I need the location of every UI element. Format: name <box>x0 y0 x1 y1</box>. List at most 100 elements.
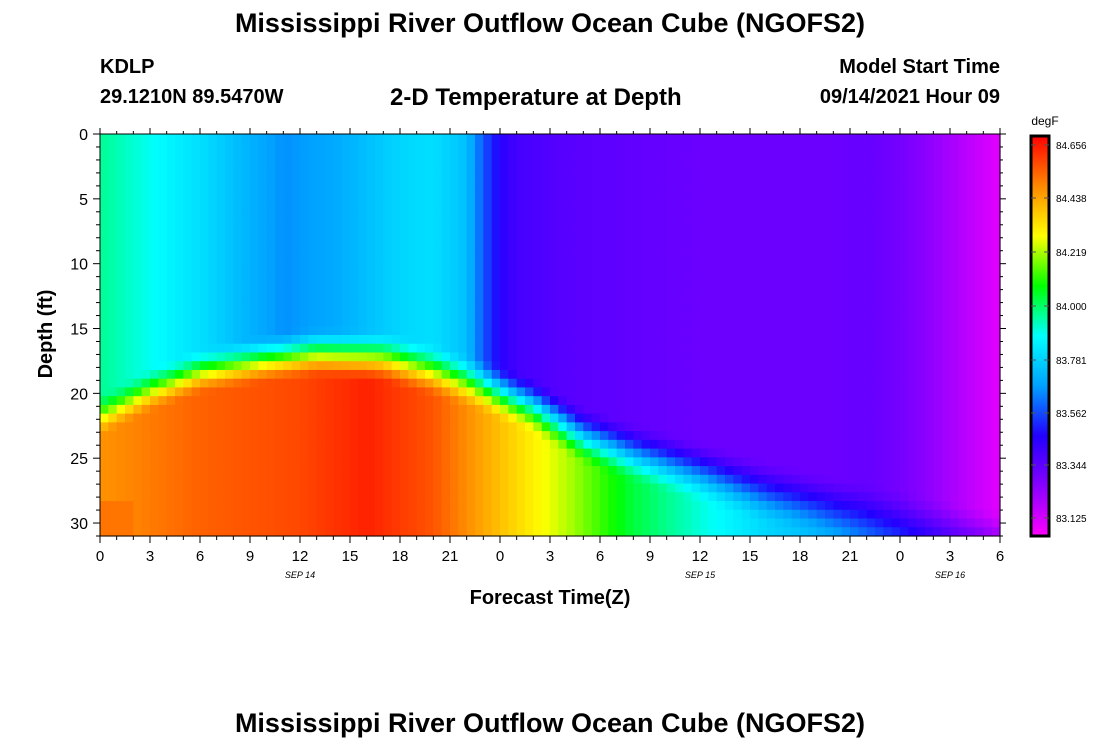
heatmap-cell <box>733 203 743 214</box>
heatmap-cell <box>375 238 384 249</box>
heatmap-cell <box>875 466 884 476</box>
heatmap-cell <box>983 308 993 319</box>
heatmap-cell <box>708 439 718 450</box>
heatmap-cell <box>708 326 718 336</box>
heatmap-cell <box>725 160 734 170</box>
heatmap-cell <box>183 361 193 371</box>
heatmap-cell <box>300 177 309 188</box>
heatmap-cell <box>633 404 643 415</box>
heatmap-cell <box>391 378 401 389</box>
heatmap-cell <box>266 317 276 327</box>
heatmap-cell <box>966 483 976 493</box>
heatmap-cell <box>783 387 793 397</box>
heatmap-cell <box>975 265 984 275</box>
heatmap-cell <box>391 431 401 441</box>
heatmap-cell <box>616 422 626 432</box>
heatmap-cell <box>916 256 926 266</box>
heatmap-cell <box>316 518 326 528</box>
heatmap-cell <box>575 160 584 170</box>
heatmap-cell <box>200 282 209 292</box>
heatmap-cell <box>800 186 809 196</box>
heatmap-cell <box>408 265 418 275</box>
heatmap-cell <box>233 396 243 406</box>
heatmap-cell <box>891 238 901 249</box>
heatmap-cell <box>191 300 201 310</box>
heatmap-cell <box>300 326 309 336</box>
heatmap-cell <box>650 501 659 511</box>
heatmap-cell <box>133 177 143 188</box>
heatmap-cell <box>983 273 993 284</box>
heatmap-cell <box>116 457 126 467</box>
heatmap-cell <box>833 265 843 275</box>
heatmap-cell <box>258 291 268 301</box>
heatmap-cell <box>900 308 909 319</box>
heatmap-cell <box>250 439 259 450</box>
heatmap-cell <box>525 457 534 467</box>
heatmap-cell <box>391 273 401 284</box>
heatmap-cell <box>950 238 959 249</box>
heatmap-cell <box>500 265 509 275</box>
heatmap-cell <box>916 142 926 153</box>
heatmap-cell <box>850 361 859 371</box>
heatmap-cell <box>400 134 409 144</box>
heatmap-cell <box>533 291 543 301</box>
heatmap-cell <box>758 221 768 231</box>
heatmap-cell <box>466 439 476 450</box>
heatmap-cell <box>925 404 934 415</box>
heatmap-cell <box>366 335 376 345</box>
heatmap-cell <box>950 396 959 406</box>
heatmap-cell <box>833 256 843 266</box>
heatmap-cell <box>741 457 751 467</box>
heatmap-cell <box>816 265 826 275</box>
heatmap-cell <box>275 483 284 493</box>
heatmap-cell <box>533 203 543 214</box>
heatmap-cell <box>733 177 743 188</box>
heatmap-cell <box>666 230 676 240</box>
heatmap-cell <box>383 221 393 231</box>
heatmap-cell <box>158 466 168 476</box>
heatmap-cell <box>175 300 184 310</box>
heatmap-cell <box>866 195 876 205</box>
heatmap-cell <box>758 238 768 249</box>
heatmap-cell <box>408 466 418 476</box>
heatmap-cell <box>275 265 284 275</box>
heatmap-cell <box>141 518 151 528</box>
heatmap-cell <box>475 134 484 144</box>
heatmap-cell <box>491 361 501 371</box>
heatmap-cell <box>900 466 909 476</box>
heatmap-cell <box>233 352 243 362</box>
heatmap-cell <box>741 501 751 511</box>
heatmap-cell <box>466 492 476 502</box>
heatmap-cell <box>233 238 243 249</box>
heatmap-cell <box>100 387 109 397</box>
heatmap-cell <box>733 186 743 196</box>
heatmap-cell <box>683 134 693 144</box>
heatmap-cell <box>433 378 443 389</box>
heatmap-cell <box>325 457 334 467</box>
heatmap-cell <box>316 448 326 458</box>
heatmap-cell <box>408 212 418 222</box>
heatmap-cell <box>608 195 618 205</box>
heatmap-cell <box>200 413 209 423</box>
heatmap-cell <box>783 291 793 301</box>
heatmap-cell <box>475 509 484 520</box>
heatmap-cell <box>416 203 426 214</box>
heatmap-cell <box>350 387 359 397</box>
heatmap-cell <box>175 186 184 196</box>
heatmap-cell <box>866 160 876 170</box>
heatmap-cell <box>775 256 784 266</box>
heatmap-cell <box>816 273 826 284</box>
heatmap-cell <box>558 457 568 467</box>
heatmap-cell <box>633 186 643 196</box>
heatmap-cell <box>850 230 859 240</box>
heatmap-cell <box>775 151 784 161</box>
heatmap-cell <box>658 413 668 423</box>
heatmap-cell <box>666 186 676 196</box>
heatmap-cell <box>700 352 709 362</box>
heatmap-cell <box>491 282 501 292</box>
heatmap-cell <box>841 509 851 520</box>
heatmap-cell <box>391 422 401 432</box>
heatmap-cell <box>233 404 243 415</box>
heatmap-cell <box>666 343 676 354</box>
heatmap-cell <box>433 335 443 345</box>
